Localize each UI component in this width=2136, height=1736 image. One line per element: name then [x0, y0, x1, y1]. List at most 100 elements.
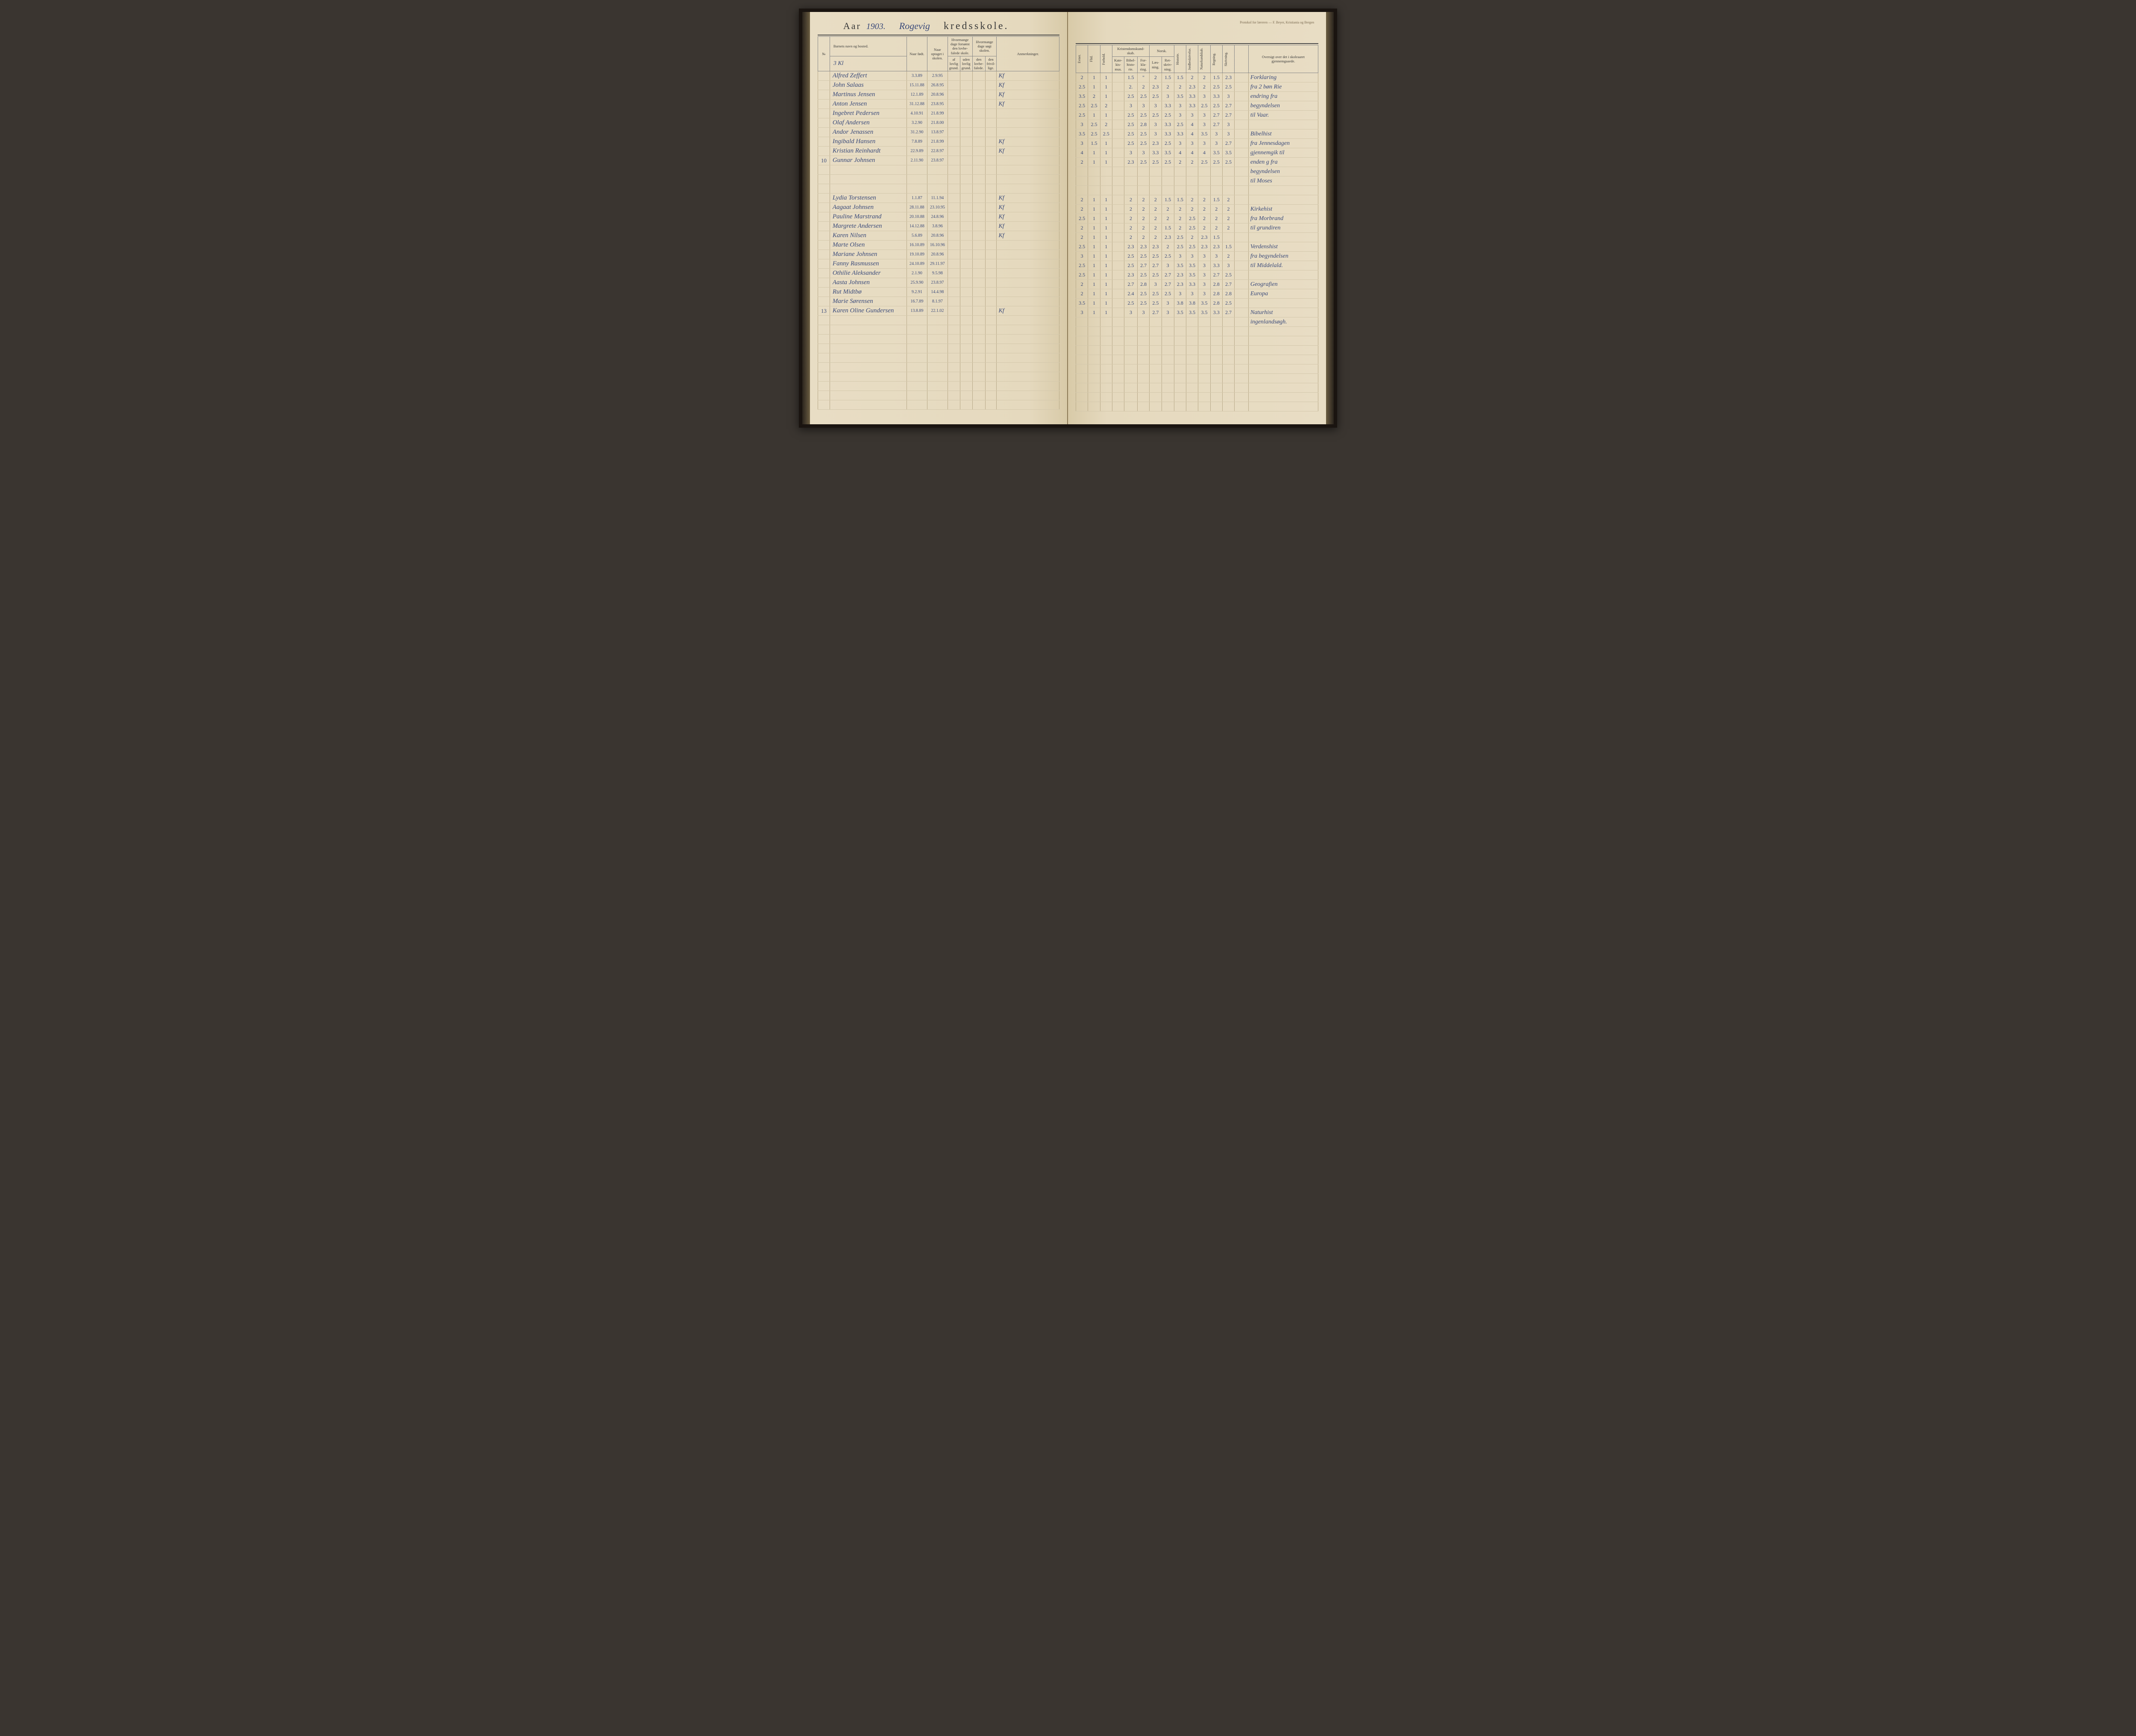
anmerkning: [997, 259, 1059, 269]
student-name: Gunnar Johnsen: [830, 156, 907, 165]
grade-cell: 2.5: [1076, 111, 1088, 120]
grade-cell: [1088, 317, 1100, 327]
grade-cell: 1: [1100, 148, 1112, 158]
grade-cell: [1186, 167, 1198, 176]
grade-cell: 2.8: [1210, 280, 1222, 289]
grade-cell: 2: [1076, 158, 1088, 167]
sought2: [985, 90, 997, 100]
grade-cell: 2: [1198, 73, 1210, 82]
spacer-cell: [1235, 158, 1249, 167]
grade-cell: 2.3: [1150, 82, 1162, 92]
grade-cell: 2: [1076, 73, 1088, 82]
table-row: Mariane Johnsen19.10.8920.8.96: [818, 250, 1059, 259]
grade-cell: 2: [1210, 223, 1222, 233]
sought1: [972, 71, 985, 81]
grade-cell: 2.7: [1210, 120, 1222, 129]
grade-cell: [1124, 317, 1138, 327]
grade-cell: 3: [1186, 289, 1198, 299]
grade-cell: 2.5: [1150, 289, 1162, 299]
grade-cell: 3: [1162, 92, 1174, 101]
table-row: 2112.42.52.52.53332.82.8Europa: [1076, 289, 1318, 299]
abs1: [948, 175, 960, 184]
grade-cell: 2.7: [1222, 111, 1234, 120]
grade-cell: 2.5: [1198, 158, 1210, 167]
grade-cell: [1112, 214, 1124, 223]
admitted-date: [927, 316, 948, 325]
grade-cell: 2.5: [1162, 111, 1174, 120]
grade-cell: [1174, 176, 1186, 186]
grade-cell: 3.3: [1150, 148, 1162, 158]
anmerkning: [997, 156, 1059, 165]
table-row: 311332.733.53.53.53.32.7Naturhist: [1076, 308, 1318, 317]
abs1: [948, 288, 960, 297]
oversigt-cell: til Middelald.: [1248, 261, 1318, 270]
table-row: Fanny Rasmussen24.10.8929.11.97: [818, 259, 1059, 269]
anmerkning: [997, 241, 1059, 250]
grade-cell: 2: [1150, 205, 1162, 214]
grade-cell: 2.5: [1150, 252, 1162, 261]
table-row: [818, 400, 1059, 410]
grade-cell: 3.3: [1186, 92, 1198, 101]
grade-cell: [1112, 299, 1124, 308]
col-regn: Regning.: [1212, 46, 1216, 72]
grade-cell: 1: [1088, 158, 1100, 167]
table-row: 2.5112.52.52.52.53332.72.7til Vaar.: [1076, 111, 1318, 120]
grade-cell: 3: [1150, 129, 1162, 139]
grade-cell: 3.5: [1174, 92, 1186, 101]
spacer-cell: [1235, 317, 1249, 327]
born-date: 3.3.89: [907, 71, 927, 81]
abs2: [960, 128, 972, 137]
school-name: Rogevig: [899, 21, 930, 32]
grade-cell: 2.5: [1124, 120, 1138, 129]
born-date: 20.10.88: [907, 212, 927, 222]
grade-cell: [1124, 176, 1138, 186]
table-row: [818, 372, 1059, 382]
student-name: [830, 175, 907, 184]
anmerkning: [997, 288, 1059, 297]
grade-cell: [1100, 176, 1112, 186]
grade-cell: 3: [1210, 129, 1222, 139]
admitted-date: 24.8.96: [927, 212, 948, 222]
table-row: [1076, 355, 1318, 364]
grade-cell: 2: [1076, 205, 1088, 214]
spacer-cell: [1235, 129, 1249, 139]
grade-cell: 2.3: [1124, 270, 1138, 280]
abs1: [948, 109, 960, 118]
born-date: [907, 165, 927, 175]
table-row: [818, 344, 1059, 353]
grade-cell: 3.3: [1210, 261, 1222, 270]
table-row: Alfred Zeffert3.3.892.9.95Kf: [818, 71, 1059, 81]
grade-cell: 2: [1076, 233, 1088, 242]
sought1: [972, 297, 985, 306]
anmerkning: Kf: [997, 147, 1059, 156]
grade-cell: 2.5: [1124, 252, 1138, 261]
table-row: Othilie Aleksander2.1.909.5.98: [818, 269, 1059, 278]
sought1: [972, 100, 985, 109]
grade-cell: 2.5: [1076, 214, 1088, 223]
grade-cell: 3: [1150, 101, 1162, 111]
sought1: [972, 241, 985, 250]
grade-cell: 2.5: [1088, 120, 1100, 129]
student-name: Fanny Rasmussen: [830, 259, 907, 269]
admitted-date: 21.8.99: [927, 137, 948, 147]
student-name: Anton Jensen: [830, 100, 907, 109]
grade-cell: 2: [1198, 223, 1210, 233]
grade-cell: 2.: [1124, 82, 1138, 92]
grade-cell: 2.5: [1186, 214, 1198, 223]
table-row: 3.52.52.52.52.533.33.343.533Bibelhist: [1076, 129, 1318, 139]
row-no: [818, 222, 830, 231]
table-row: [1076, 402, 1318, 411]
grade-cell: 2: [1222, 214, 1234, 223]
grade-cell: [1076, 167, 1088, 176]
grade-cell: 2.5: [1150, 270, 1162, 280]
grade-cell: [1112, 92, 1124, 101]
admitted-date: 8.1.97: [927, 297, 948, 306]
spacer-cell: [1235, 101, 1249, 111]
admitted-date: 21.8.00: [927, 118, 948, 128]
born-date: 25.9.90: [907, 278, 927, 288]
table-row: [818, 325, 1059, 335]
abs2: [960, 81, 972, 90]
grade-cell: 3: [1162, 308, 1174, 317]
sought2: [985, 100, 997, 109]
grade-cell: 2.5: [1076, 82, 1088, 92]
